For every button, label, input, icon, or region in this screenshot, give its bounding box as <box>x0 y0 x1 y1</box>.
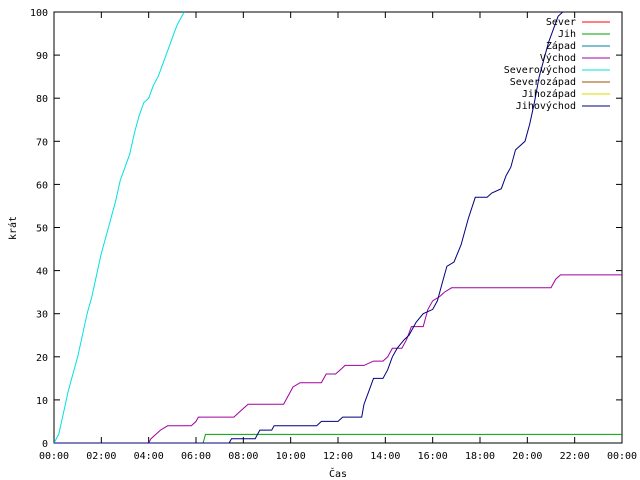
legend: SeverJihZápadVýchodSeverovýchodSeverozáp… <box>504 17 610 112</box>
legend-label: Sever <box>546 17 576 28</box>
y-tick-label: 20 <box>36 353 48 364</box>
y-axis-ticks: 0 10 20 30 40 50 60 70 80 90 100 <box>30 8 622 450</box>
legend-label: Jih <box>558 29 576 40</box>
x-tick-label: 02:00 <box>86 451 116 462</box>
x-axis-label: Čas <box>329 467 347 480</box>
y-tick-label: 90 <box>36 51 48 62</box>
y-tick-label: 70 <box>36 137 48 148</box>
y-tick-label: 80 <box>36 94 48 105</box>
series-line <box>54 274 622 444</box>
y-tick-label: 30 <box>36 310 48 321</box>
series-line <box>53 11 185 444</box>
legend-label: Jihovýchod <box>516 100 576 112</box>
x-tick-label: 16:00 <box>418 451 448 462</box>
x-tick-label: 06:00 <box>181 451 211 462</box>
x-tick-label: 22:00 <box>560 451 590 462</box>
x-tick-label: 08:00 <box>228 451 258 462</box>
y-tick-label: 60 <box>36 180 48 191</box>
legend-label: Severovýchod <box>504 64 576 76</box>
y-tick-label: 50 <box>36 224 48 235</box>
y-tick-label: 0 <box>42 439 48 450</box>
series-line <box>54 11 564 444</box>
x-tick-label: 18:00 <box>465 451 495 462</box>
series-lines <box>53 11 622 444</box>
y-tick-label: 100 <box>30 8 48 19</box>
y-tick-label: 40 <box>36 267 48 278</box>
y-tick-label: 10 <box>36 396 48 407</box>
legend-label: Severozápad <box>510 76 576 88</box>
legend-label: Jihozápad <box>522 88 576 100</box>
x-tick-label: 00:00 <box>607 451 637 462</box>
x-tick-label: 00:00 <box>39 451 69 462</box>
legend-label: Západ <box>546 40 576 52</box>
x-tick-label: 12:00 <box>323 451 353 462</box>
x-tick-label: 04:00 <box>134 451 164 462</box>
x-tick-label: 20:00 <box>512 451 542 462</box>
x-tick-label: 10:00 <box>276 451 306 462</box>
x-tick-label: 14:00 <box>370 451 400 462</box>
x-axis-ticks: 00:00 02:00 04:00 06:00 08:00 10:00 12:00 14:00… <box>39 12 637 462</box>
legend-label: Východ <box>540 52 576 64</box>
y-axis-label: krát <box>7 216 19 240</box>
